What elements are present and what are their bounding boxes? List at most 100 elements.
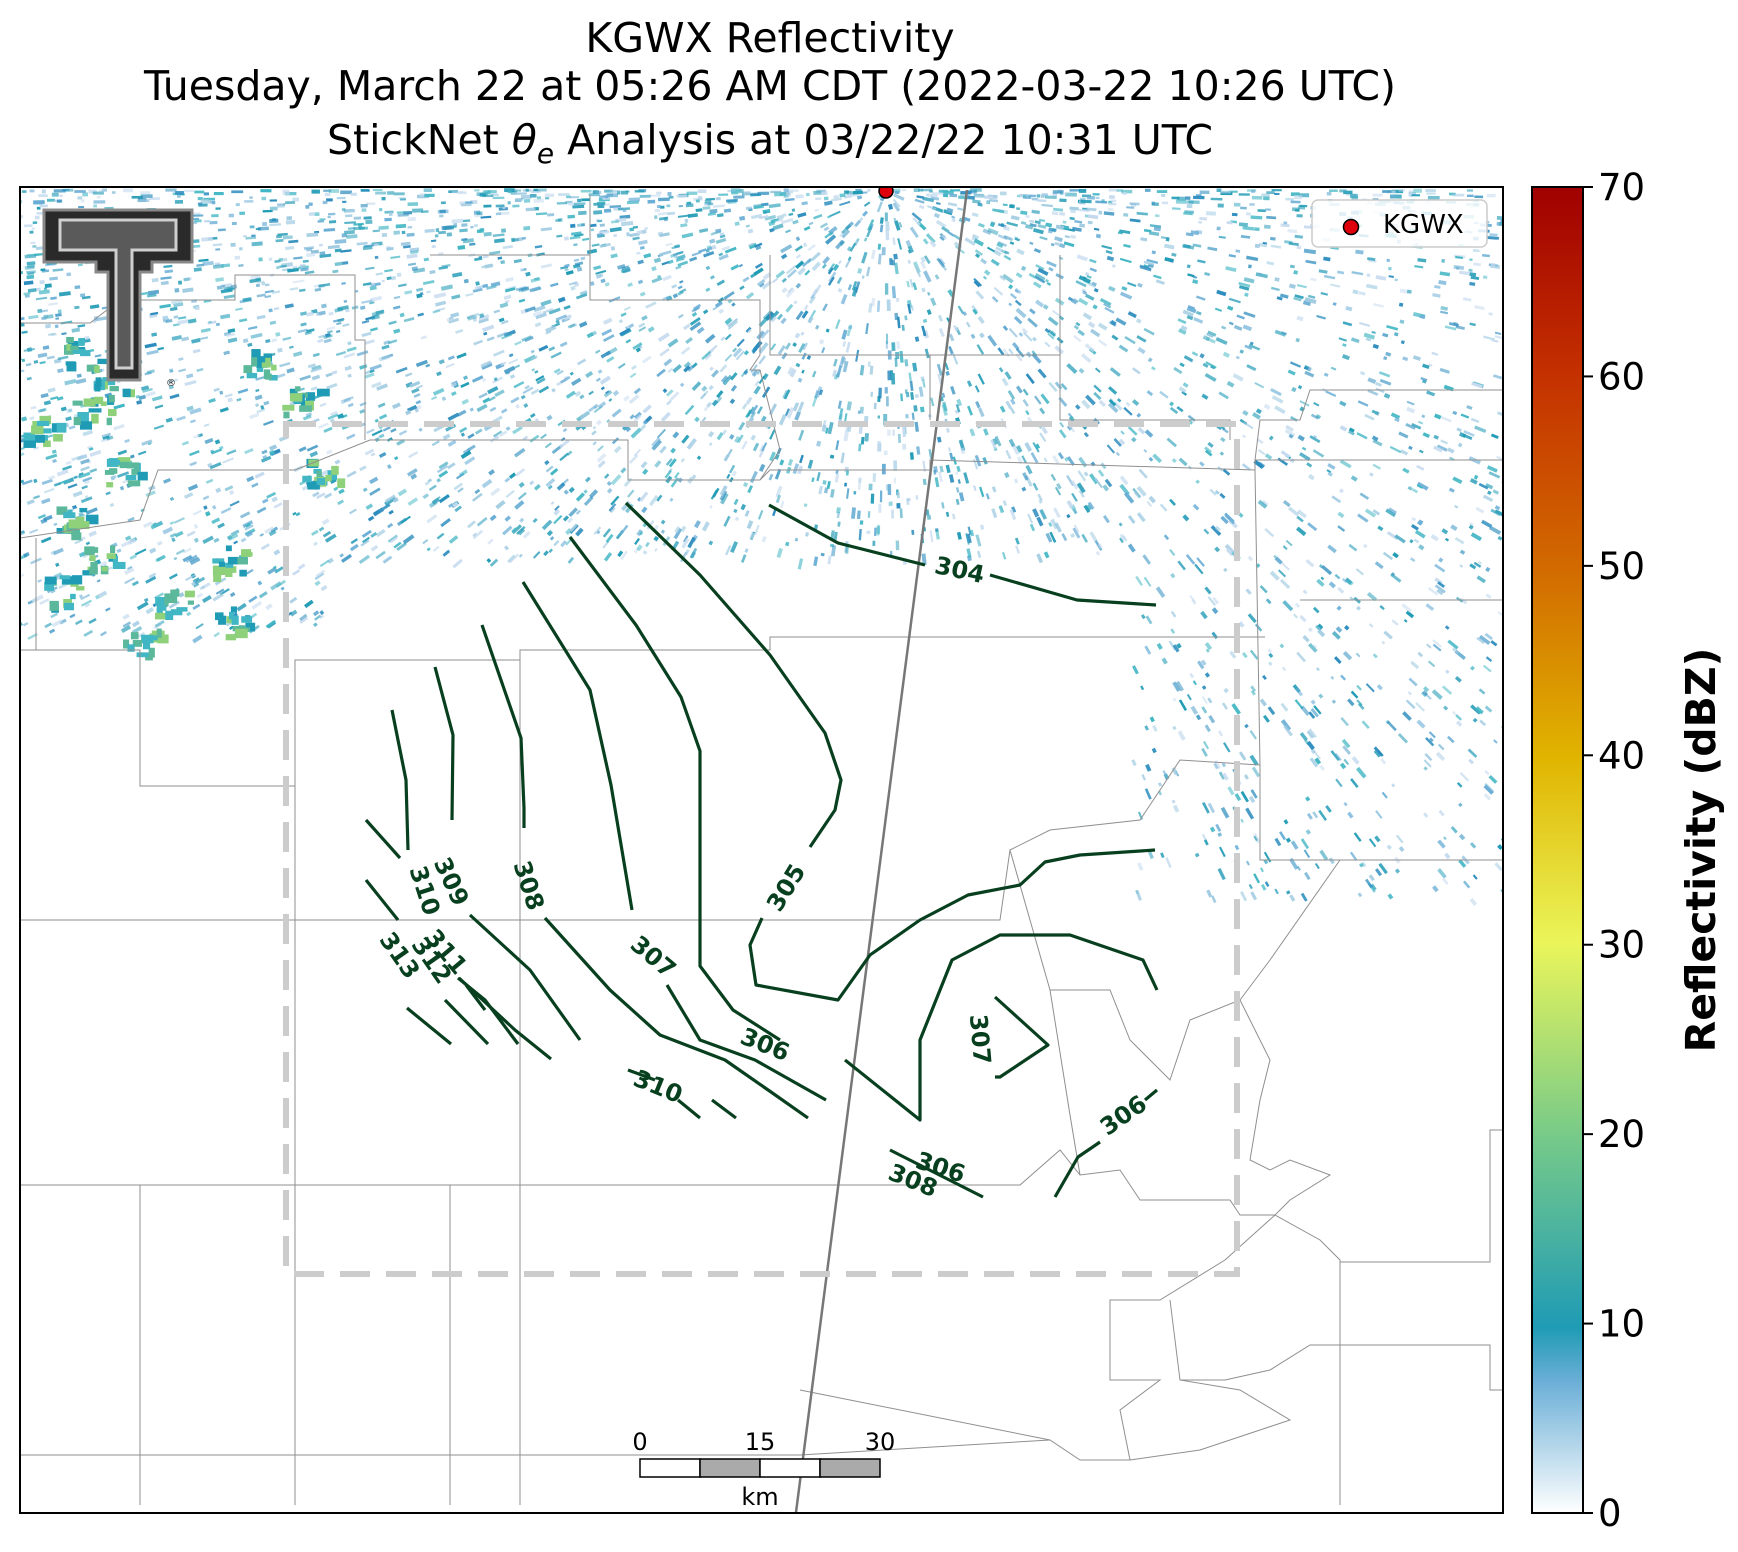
- echo-pixel: [879, 224, 884, 233]
- echo-pixel: [1007, 390, 1016, 400]
- echo-pixel: [665, 389, 674, 397]
- echo-pixel: [1357, 513, 1369, 523]
- echo-pixel: [323, 338, 332, 344]
- echo-pixel: [193, 537, 199, 543]
- echo-pixel: [119, 485, 125, 491]
- echo-pixel: [1069, 216, 1075, 221]
- echo-pixel: [57, 368, 64, 373]
- echo-pixel: [1330, 366, 1337, 371]
- echo-pixel: [265, 603, 273, 611]
- echo-pixel: [1459, 549, 1466, 555]
- echo-pixel: [1047, 229, 1053, 234]
- echo-pixel: [1300, 892, 1308, 902]
- echo-pixel: [659, 347, 670, 357]
- echo-pixel: [1201, 695, 1208, 705]
- echo-pixel: [1232, 373, 1244, 382]
- echo-pixel: [476, 516, 488, 527]
- echo-pixel: [192, 634, 203, 644]
- echo-pixel: [1315, 414, 1322, 420]
- echo-pixel: [289, 287, 299, 291]
- echo-pixel: [1319, 764, 1326, 772]
- echo-pixel: [840, 293, 848, 305]
- echo-pixel: [621, 268, 630, 274]
- echo-pixel: [378, 354, 391, 362]
- echo-pixel: [1027, 317, 1038, 328]
- echo-pixel: [696, 326, 705, 334]
- echo-pixel: [1120, 430, 1125, 435]
- echo-pixel: [787, 458, 794, 467]
- echo-pixel: [1149, 224, 1162, 228]
- echo-pixel: [1420, 376, 1428, 382]
- echo-pixel: [780, 253, 788, 260]
- echo-pixel: [780, 500, 785, 509]
- echo-pixel: [733, 508, 738, 514]
- echo-pixel: [54, 324, 59, 329]
- echo-pixel: [769, 227, 775, 233]
- echo-pixel: [310, 249, 319, 254]
- echo-pixel: [1497, 844, 1503, 851]
- echo-pixel: [1381, 640, 1386, 645]
- echo-pixel: [448, 317, 460, 324]
- echo-pixel: [925, 233, 936, 244]
- echo-pixel: [602, 317, 613, 325]
- echo-pixel: [514, 340, 522, 346]
- echo-pixel: [939, 465, 944, 473]
- echo-pixel: [563, 489, 569, 495]
- echo-pixel: [20, 532, 25, 536]
- echo-pixel: [745, 206, 752, 210]
- echo-pixel: [1189, 672, 1195, 679]
- echo-pixel: [987, 334, 998, 347]
- echo-pixel: [1255, 272, 1268, 279]
- echo-pixel: [1081, 288, 1087, 293]
- echo-pixel: [544, 442, 552, 449]
- echo-pixel: [319, 402, 327, 408]
- echo-pixel: [1268, 435, 1274, 441]
- echo-pixel: [346, 433, 356, 440]
- echo-pixel: [223, 350, 231, 356]
- echo-pixel: [1339, 459, 1352, 469]
- echo-pixel: [1378, 862, 1388, 875]
- echo-pixel: [1025, 214, 1030, 219]
- echo-pixel: [657, 274, 661, 278]
- echo-pixel: [23, 292, 31, 296]
- echo-pixel: [637, 496, 642, 502]
- echo-pixel: [1142, 554, 1152, 565]
- echo-pixel: [751, 369, 759, 377]
- echo-pixel: [136, 601, 149, 611]
- echo-pixel: [271, 338, 278, 343]
- echo-pixel: [127, 516, 135, 522]
- echo-pixel: [375, 272, 384, 276]
- echo-pixel: [829, 454, 835, 459]
- echo-pixel: [1280, 450, 1291, 459]
- echo-pixel: [1386, 324, 1399, 331]
- echo-pixel: [52, 268, 64, 272]
- echo-pixel: [1422, 363, 1430, 369]
- echo-pixel: [1115, 317, 1127, 326]
- echo-pixel: [309, 450, 319, 458]
- echo-pixel: [1195, 479, 1200, 485]
- echo-pixel: [660, 529, 666, 534]
- echo-pixel: [411, 266, 419, 271]
- echo-pixel: [1289, 264, 1295, 269]
- echo-pixel: [186, 611, 192, 617]
- echo-pixel: [271, 290, 281, 295]
- echo-pixel: [1296, 526, 1307, 537]
- echo-pixel: [151, 332, 158, 337]
- echo-pixel: [1390, 412, 1401, 420]
- echo-pixel: [74, 285, 81, 290]
- echo-pixel: [395, 366, 408, 374]
- echo-pixel: [251, 482, 259, 488]
- echo-pixel: [1398, 431, 1409, 439]
- echo-pixel: [1387, 893, 1394, 900]
- echo-pixel: [1437, 868, 1447, 879]
- echo-pixel: [687, 365, 694, 372]
- echo-pixel: [1299, 400, 1310, 407]
- echo-pixel: [764, 214, 777, 221]
- echo-pixel: [28, 314, 39, 320]
- echo-pixel: [1281, 666, 1287, 672]
- echo-pixel: [203, 505, 208, 510]
- echo-pixel: [1365, 337, 1372, 342]
- echo-pixel: [677, 285, 683, 290]
- echo-pixel: [37, 514, 47, 520]
- echo-pixel: [99, 560, 108, 568]
